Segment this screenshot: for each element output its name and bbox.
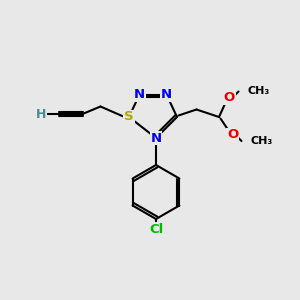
- Text: O: O: [224, 91, 235, 104]
- Text: N: N: [161, 88, 172, 101]
- Text: O: O: [227, 128, 238, 142]
- Text: S: S: [124, 110, 134, 124]
- Text: N: N: [134, 88, 145, 101]
- Text: CH₃: CH₃: [250, 136, 273, 146]
- Text: CH₃: CH₃: [248, 86, 270, 97]
- Text: N: N: [150, 131, 162, 145]
- Text: Cl: Cl: [149, 223, 163, 236]
- Text: H: H: [36, 107, 46, 121]
